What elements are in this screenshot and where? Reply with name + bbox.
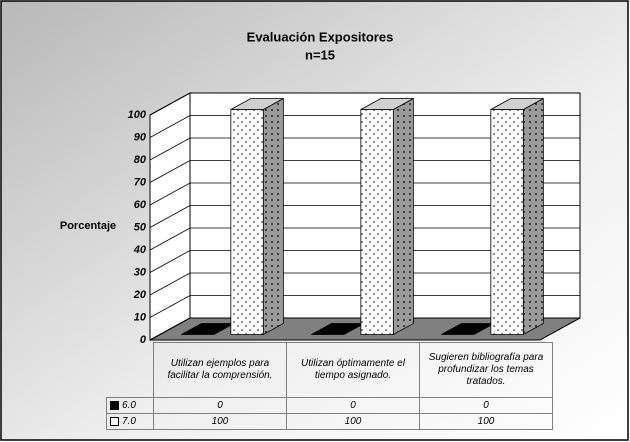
bar-face	[230, 98, 284, 110]
bar-face	[230, 109, 264, 335]
table-cell: 0	[153, 397, 287, 414]
bar-face	[490, 109, 524, 335]
table-row: 7.0 100 100 100	[106, 413, 553, 430]
y-tick-label: 40	[133, 244, 147, 256]
table-cell: 7.0	[106, 413, 154, 430]
grid-line	[149, 205, 580, 228]
bar	[230, 97, 284, 336]
grid-line	[149, 182, 580, 206]
y-tick-label: 10	[134, 311, 147, 323]
legend-swatch	[110, 416, 119, 426]
bar-face	[360, 98, 414, 110]
bar-face	[490, 98, 544, 110]
bar-face	[262, 97, 284, 336]
table-cell: 100	[419, 413, 553, 430]
table-cell: 100	[153, 413, 287, 430]
table-cell: 0	[419, 397, 553, 414]
y-axis-label: Porcentaje	[60, 220, 116, 232]
chart-subtitle: n=15	[305, 47, 335, 62]
legend-swatch	[110, 400, 119, 410]
bar-face	[522, 97, 544, 336]
table-cell: 0	[286, 397, 420, 414]
y-tick-label: 90	[134, 131, 147, 143]
data-table: Utilizan ejemplos para facilitar la comp…	[106, 342, 553, 430]
table-cell	[107, 343, 154, 398]
table-cell: Sugieren bibliografía para profundizar l…	[419, 342, 553, 398]
grid-line	[149, 160, 580, 183]
chart-title: Evaluación Expositores	[247, 29, 394, 44]
bar-face	[360, 109, 394, 335]
y-tick-label: 60	[134, 199, 147, 211]
grid-line	[149, 272, 580, 296]
y-tick-label: 20	[133, 289, 147, 301]
y-tick-label: 50	[134, 221, 147, 233]
y-tick-label: 100	[128, 109, 147, 121]
grid-line	[149, 250, 580, 273]
y-tick-label: 0	[140, 334, 147, 346]
table-row: 6.0 0 0 0	[106, 397, 553, 414]
grid-line	[149, 92, 580, 116]
y-tick-label: 70	[134, 176, 147, 188]
bar-face	[392, 97, 414, 336]
grid-line	[149, 295, 580, 318]
grid-line	[149, 227, 580, 251]
table-cell: 6.0	[106, 397, 154, 414]
grid-line	[149, 115, 580, 138]
grid-line	[149, 317, 580, 341]
table-cell: Utilizan óptimamente el tiempo asignado.	[286, 342, 420, 398]
y-tick-label: 80	[134, 154, 147, 166]
table-cell: Utilizan ejemplos para facilitar la comp…	[153, 342, 287, 398]
legend-label: 6.0	[122, 400, 136, 411]
grid-line	[149, 137, 580, 161]
table-cell: 100	[286, 413, 420, 430]
legend-label: 7.0	[122, 416, 136, 427]
table-row: Utilizan ejemplos para facilitar la comp…	[107, 342, 553, 398]
y-tick-label: 30	[134, 266, 147, 278]
bar	[490, 97, 544, 336]
bar	[360, 97, 414, 336]
